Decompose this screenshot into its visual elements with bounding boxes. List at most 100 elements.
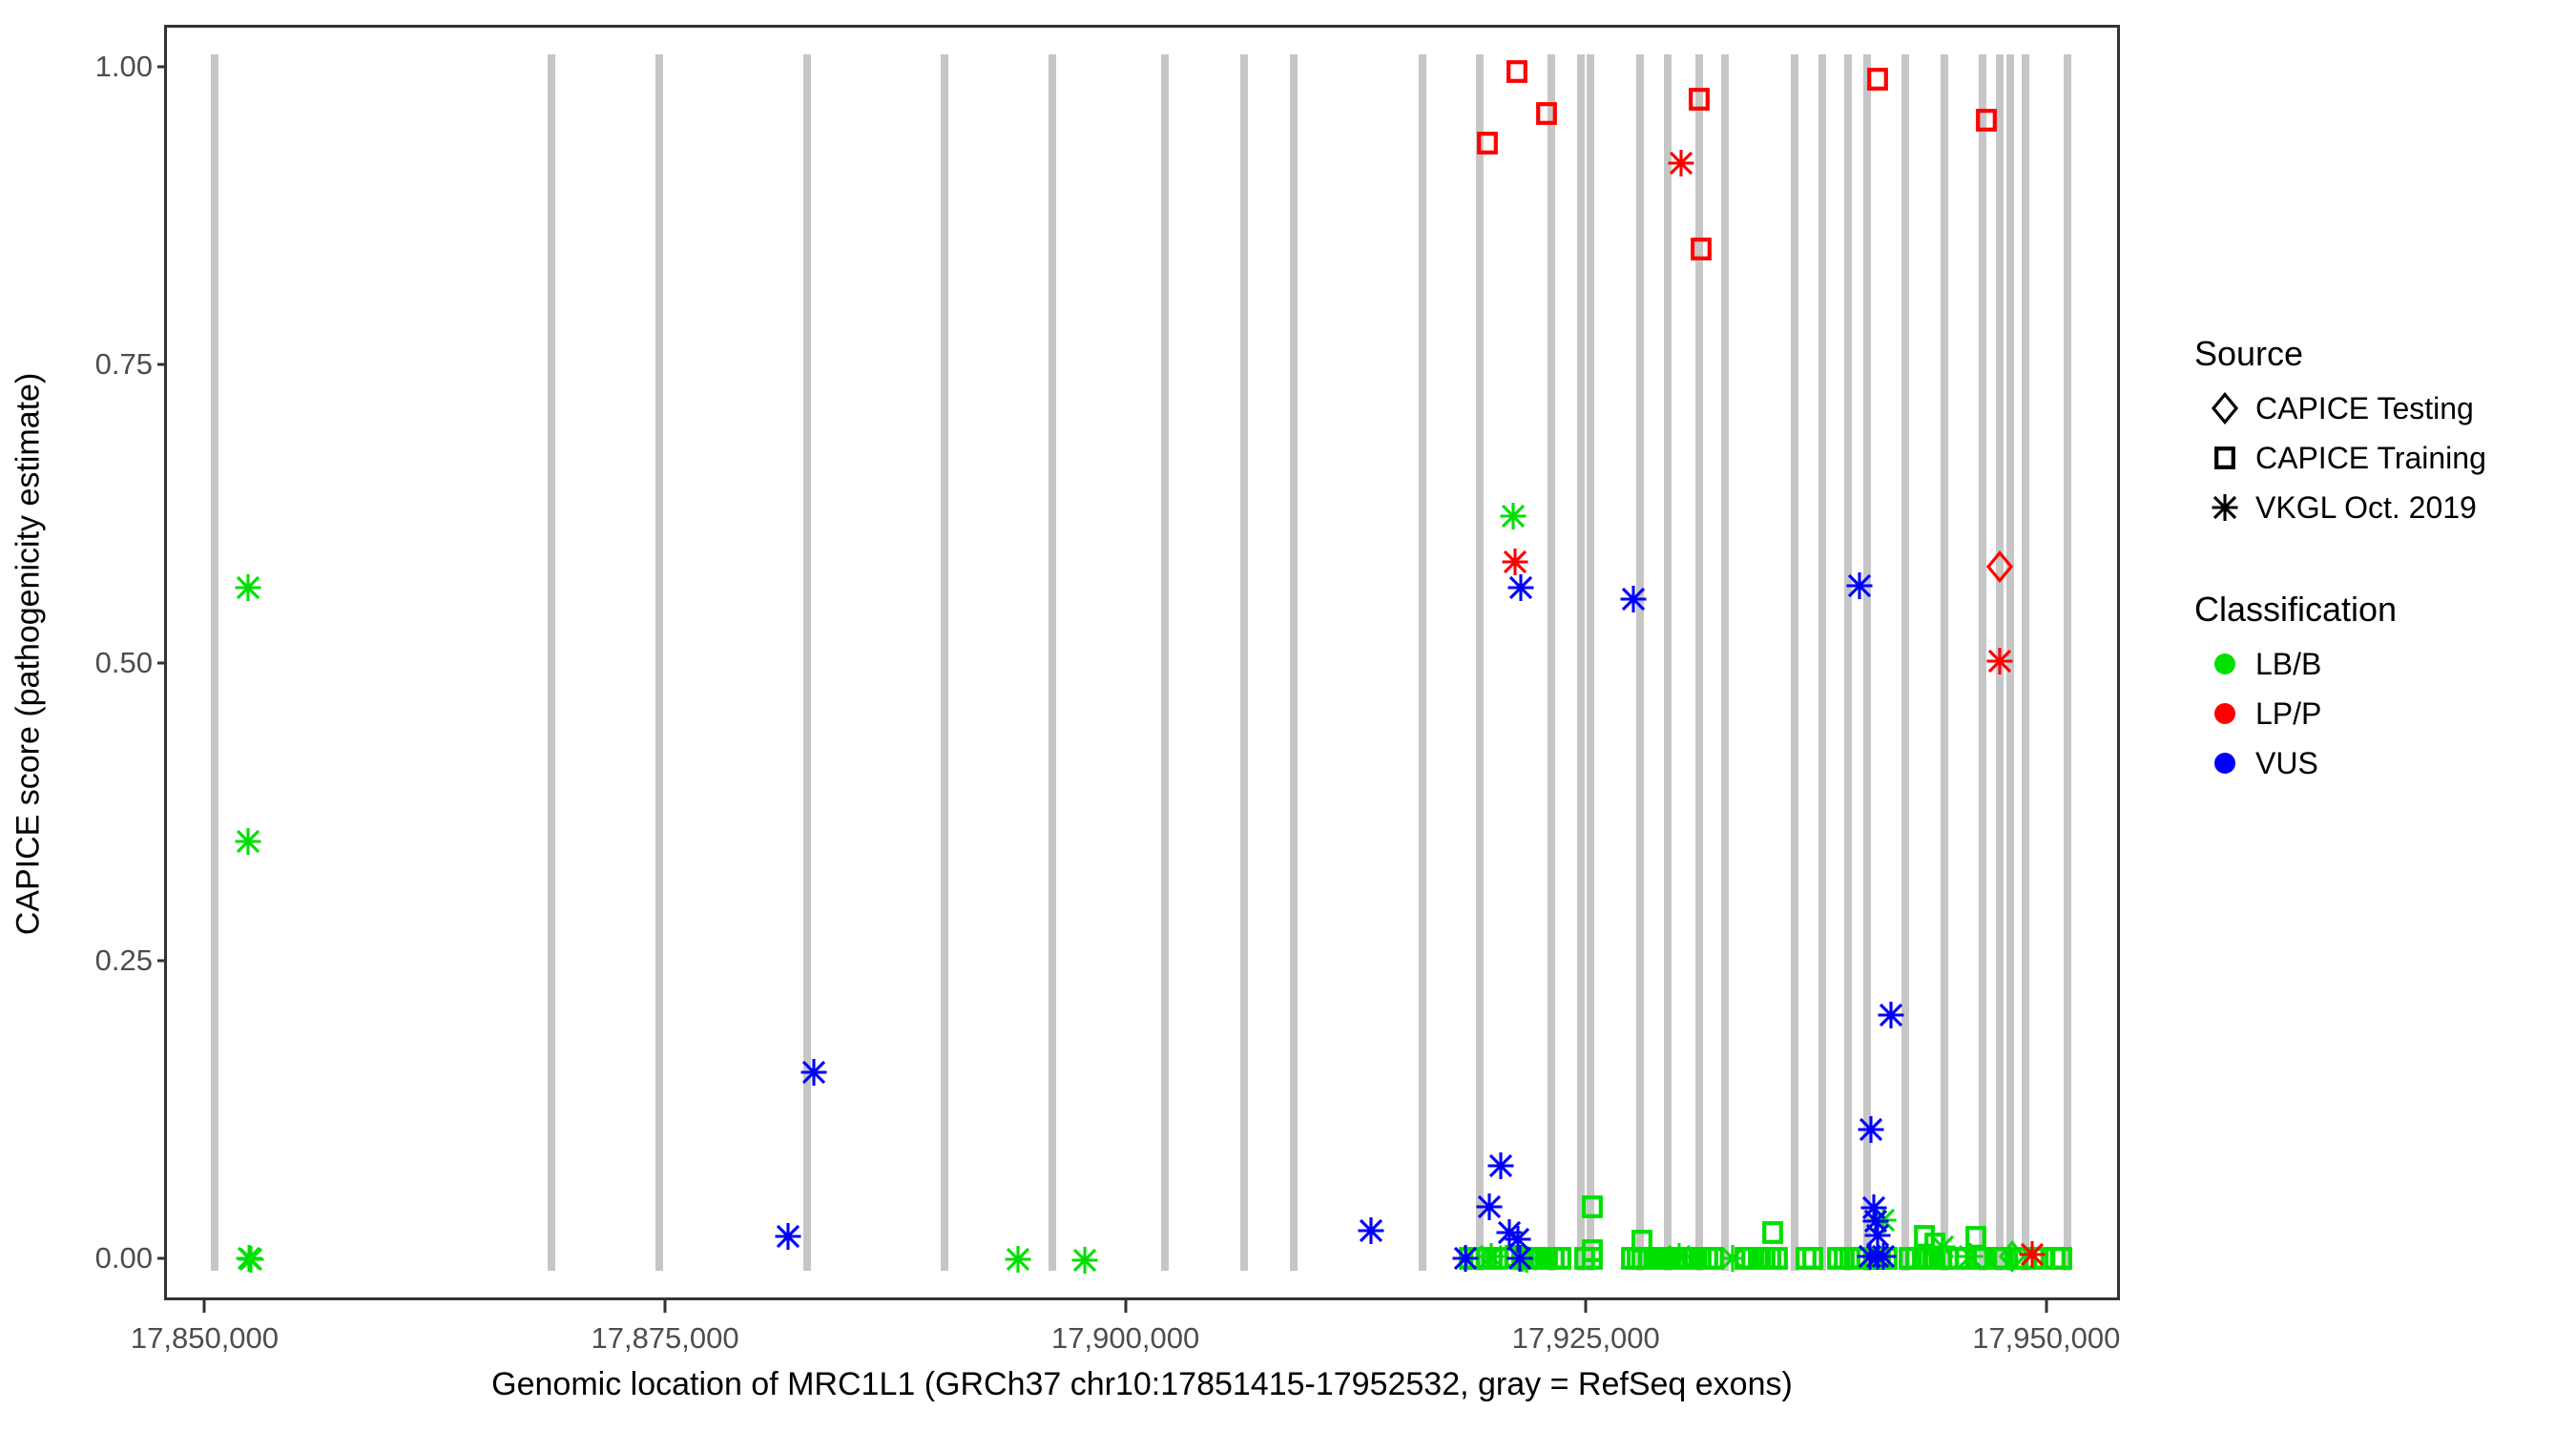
x-tick-mark [663, 1300, 667, 1313]
data-point-vus [1869, 1242, 1898, 1271]
legend-title-source: Source [2194, 334, 2304, 373]
data-point-lb-b [1741, 1246, 1762, 1270]
data-point-lb-b [1747, 1246, 1769, 1270]
legend-item-label: CAPICE Testing [2255, 390, 2474, 425]
legend-item-source[interactable]: CAPICE Testing [2194, 384, 2576, 433]
exon-marker-line [1577, 53, 1586, 1272]
data-point-lb-b [234, 573, 262, 602]
plot-panel [164, 25, 2120, 1300]
data-point-lb-b [234, 827, 262, 856]
exon-marker-line [1844, 53, 1853, 1272]
exon-marker-line [940, 53, 948, 1272]
data-point-vus [1504, 1225, 1532, 1254]
exon-marker-line [1476, 53, 1485, 1272]
data-point-vus [1506, 573, 1535, 602]
data-point-lb-b [1735, 1246, 1756, 1270]
data-point-lb-b [1913, 1225, 1935, 1248]
exon-marker-line [654, 53, 663, 1272]
exon-marker-line [2021, 53, 2029, 1272]
x-tick-mark [202, 1300, 206, 1313]
legend-swatch [2214, 753, 2235, 774]
data-point-lb-b [1499, 502, 1527, 530]
legend-item-label: VKGL Oct. 2019 [2255, 489, 2477, 525]
filled-circle-icon [2194, 753, 2255, 774]
exon-marker-line [1979, 53, 1987, 1272]
x-axis-title: Genomic location of MRC1L1 (GRCh37 chr10… [491, 1366, 1793, 1402]
y-tick-label: 0.50 [94, 645, 153, 679]
data-point-lb-b [1760, 1246, 1782, 1270]
filled-circle-icon [2194, 703, 2255, 724]
data-point-lb-b [1486, 1246, 1508, 1270]
legend-item-classification[interactable]: LB/B [2194, 639, 2576, 689]
data-point-vus [1486, 1151, 1515, 1180]
data-point-lb-b [2033, 1246, 2054, 1270]
legend-item-classification[interactable]: LP/P [2194, 689, 2576, 738]
data-point-lb-b [1508, 1244, 1537, 1273]
legend-item-label: LB/B [2255, 646, 2322, 681]
x-tick-mark [1584, 1300, 1588, 1313]
data-point-lb-b [1512, 1245, 1541, 1274]
exon-marker-line [1240, 53, 1249, 1272]
data-point-lb-b [1004, 1245, 1032, 1274]
exon-marker-line [1548, 53, 1556, 1272]
data-point-lb-b [1955, 1246, 1976, 1270]
exon-marker-line [2006, 53, 2015, 1272]
exon-marker-line [1791, 53, 1799, 1272]
exon-marker-line [1587, 53, 1595, 1272]
x-tick-label: 17,925,000 [1511, 1321, 1660, 1355]
legend-item-source[interactable]: CAPICE Training [2194, 433, 2576, 483]
legend-group-classification: Classification LB/B LP/P VUS [2194, 590, 2576, 788]
x-tick-mark [1124, 1300, 1128, 1313]
data-point-lb-b [1762, 1221, 1784, 1245]
asterisk-icon [2194, 493, 2255, 522]
y-tick-mark [157, 363, 168, 366]
exon-marker-line [210, 53, 218, 1272]
data-point-vus [1495, 1218, 1524, 1247]
data-point-vus [1357, 1216, 1385, 1245]
square-icon [2194, 446, 2255, 469]
data-point-lb-b [1510, 1246, 1532, 1270]
legend-rows-source: CAPICE Testing CAPICE Training VKGL Oct. 2… [2194, 384, 2576, 532]
exon-marker-line [1721, 53, 1730, 1272]
legend-group-source: Source CAPICE Testing CAPICE Training VKGL… [2194, 334, 2576, 532]
exon-marker-line [1161, 53, 1170, 1272]
filled-circle-icon [2194, 653, 2255, 674]
y-tick-mark [157, 1256, 168, 1260]
data-point-lp-p [1506, 60, 1527, 84]
exon-marker-line [548, 53, 556, 1272]
legend-item-label: CAPICE Training [2255, 440, 2486, 475]
data-point-lb-b [1754, 1246, 1776, 1270]
x-tick-label: 17,875,000 [591, 1321, 739, 1355]
data-point-lb-b [1644, 1246, 1666, 1270]
data-point-lb-b [1911, 1246, 1933, 1270]
y-tick-mark [157, 661, 168, 664]
legend-item-label: VUS [2255, 745, 2318, 780]
data-point-lb-b [1481, 1246, 1503, 1270]
exon-marker-line [803, 53, 812, 1272]
exon-marker-line [1995, 53, 2004, 1272]
legend-item-classification[interactable]: VUS [2194, 738, 2576, 788]
exon-marker-line [1818, 53, 1827, 1272]
exon-marker-line [2064, 53, 2072, 1272]
y-tick-label: 0.75 [94, 347, 153, 382]
exon-marker-line [1695, 53, 1704, 1272]
y-tick-label: 0.00 [94, 1241, 153, 1275]
exon-marker-line [1664, 53, 1672, 1272]
legend-item-source[interactable]: VKGL Oct. 2019 [2194, 483, 2576, 532]
exon-marker-line [1636, 53, 1645, 1272]
exon-marker-line [1290, 53, 1298, 1272]
exon-marker-line [1049, 53, 1057, 1272]
x-tick-label: 17,950,000 [1972, 1321, 2121, 1355]
data-point-lb-b [1948, 1246, 1970, 1270]
y-axis-ticks: 0.00 0.25 0.50 0.75 1.00 [5, 0, 168, 1431]
exon-marker-line [1940, 53, 1948, 1272]
data-point-lb-b [1869, 1206, 1898, 1234]
data-point-lb-b [1918, 1246, 1940, 1270]
data-point-vus [774, 1222, 802, 1251]
legend-swatch [2214, 653, 2235, 674]
data-point-lb-b [235, 1244, 263, 1273]
data-point-lb-b [1870, 1246, 1892, 1270]
data-point-lb-b [1505, 1245, 1526, 1269]
legend-item-label: LP/P [2255, 695, 2322, 731]
x-tick-mark [2045, 1300, 2048, 1313]
